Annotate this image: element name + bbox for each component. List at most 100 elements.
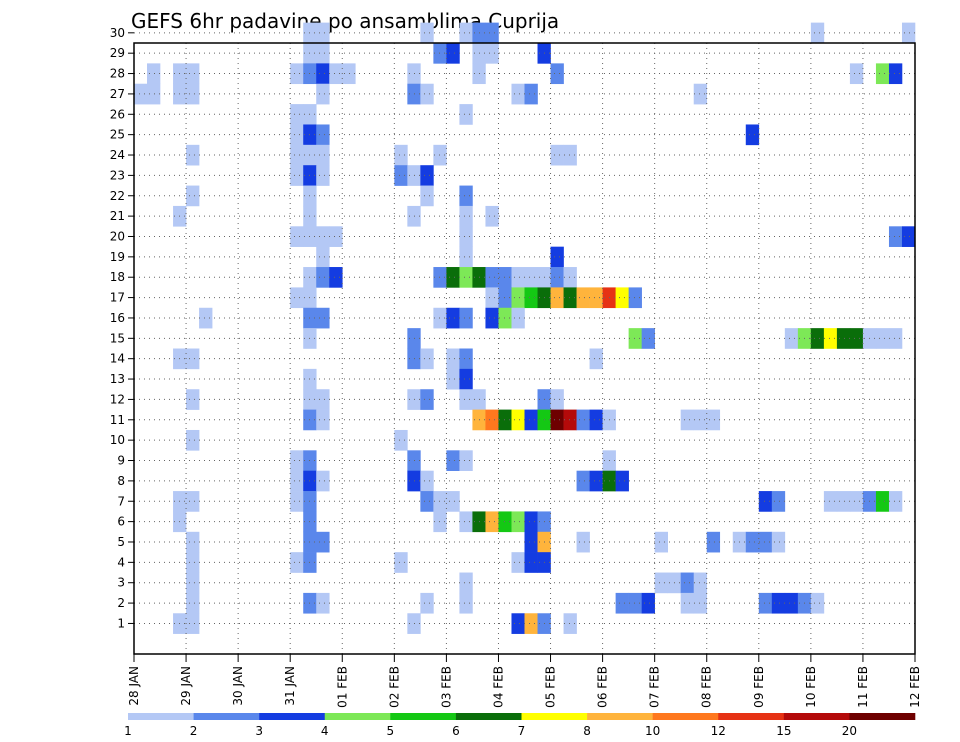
y-tick-label: 16: [110, 311, 125, 325]
heatmap-cell: [628, 592, 642, 614]
heatmap-cell: [316, 531, 330, 553]
heatmap-cell: [563, 409, 577, 431]
heatmap-cell: [511, 83, 525, 105]
y-tick-label: 13: [110, 372, 125, 386]
heatmap-cell: [485, 409, 499, 431]
heatmap-cell: [524, 511, 538, 533]
colorbar-swatch: [849, 713, 916, 720]
x-tick-label: 28 JAN: [127, 666, 141, 706]
heatmap-cell: [758, 491, 773, 512]
heatmap-cell: [394, 165, 408, 186]
x-tick-label: 07 FEB: [648, 666, 662, 708]
heatmap-cell: [888, 226, 903, 247]
colorbar-swatch: [128, 713, 194, 720]
heatmap-cell: [680, 592, 695, 614]
heatmap-cell: [329, 267, 343, 288]
heatmap-cell: [316, 144, 330, 166]
y-axis-ticks: 1234567891011121314151617181920212223242…: [110, 26, 134, 630]
heatmap-cell: [875, 63, 890, 85]
heatmap-cell: [420, 389, 434, 410]
heatmap-cell: [550, 389, 564, 410]
heatmap-cell: [459, 205, 473, 227]
y-tick-label: 22: [110, 189, 125, 203]
y-tick-label: 3: [117, 576, 125, 590]
heatmap-cell: [550, 409, 564, 431]
heatmap-cell: [875, 491, 890, 512]
heatmap-cell: [810, 328, 825, 349]
heatmap-cell: [433, 43, 447, 64]
heatmap-cell: [849, 328, 864, 349]
heatmap-cell: [771, 531, 786, 553]
heatmap-cell: [901, 22, 916, 44]
x-tick-label: 01 FEB: [335, 666, 349, 708]
heatmap-cell: [576, 531, 590, 553]
heatmap-cell: [589, 287, 603, 309]
heatmap-cell: [901, 226, 916, 247]
heatmap-cell: [693, 83, 708, 105]
x-tick-label: 08 FEB: [700, 666, 714, 708]
heatmap-cell: [186, 613, 200, 634]
colorbar-label: 2: [190, 724, 198, 738]
heatmap-cell: [563, 613, 577, 634]
heatmap-cell: [745, 124, 760, 146]
heatmap-cell: [628, 328, 642, 349]
heatmap-cell: [615, 592, 629, 614]
heatmap-cell: [394, 144, 408, 166]
x-tick-label: 30 JAN: [231, 666, 245, 706]
heatmap-cell: [186, 552, 200, 573]
heatmap-cell: [290, 450, 304, 471]
heatmap-cell: [589, 409, 603, 431]
heatmap-cell: [446, 348, 460, 370]
heatmap-cell: [459, 592, 473, 614]
heatmap-cell: [758, 531, 773, 553]
heatmap-cell: [680, 409, 695, 431]
heatmap-cell: [888, 63, 903, 85]
colorbar-label: 10: [645, 724, 660, 738]
heatmap-cell: [446, 491, 460, 512]
y-tick-label: 23: [110, 168, 125, 182]
heatmap-cell: [446, 450, 460, 471]
y-tick-label: 29: [110, 46, 125, 60]
heatmap-cell: [290, 287, 304, 309]
heatmap-cell: [849, 63, 864, 85]
heatmap-cell: [654, 572, 668, 594]
heatmap-cell: [290, 491, 304, 512]
y-tick-label: 28: [110, 67, 125, 81]
colorbar-label: 6: [452, 724, 460, 738]
y-tick-label: 11: [110, 413, 125, 427]
y-tick-label: 20: [110, 229, 125, 243]
y-tick-label: 26: [110, 107, 125, 121]
heatmap-cell: [186, 531, 200, 553]
x-tick-label: 10 FEB: [804, 666, 818, 708]
colorbar-label: 20: [842, 724, 857, 738]
heatmap-cell: [771, 491, 786, 512]
heatmap-cell: [576, 409, 590, 431]
x-tick-label: 03 FEB: [439, 666, 453, 708]
heatmap-cell: [316, 267, 330, 288]
heatmap-cell: [485, 307, 499, 329]
heatmap-cell: [693, 592, 708, 614]
heatmap-cell: [290, 104, 304, 125]
colorbar-swatch: [455, 713, 522, 720]
heatmap-cell: [420, 491, 434, 512]
y-tick-label: 30: [110, 26, 125, 40]
colorbar-label: 5: [387, 724, 395, 738]
y-tick-label: 10: [110, 433, 125, 447]
heatmap-cell: [199, 307, 213, 329]
heatmap-cell: [134, 83, 148, 105]
colorbar: 1 2 3 4 5 6 7 8 10 12 15 20: [124, 713, 916, 738]
heatmap-cell: [420, 165, 434, 186]
heatmap-cell: [316, 43, 330, 64]
heatmap-cell: [888, 328, 903, 349]
heatmap-cell: [459, 450, 473, 471]
heatmap-cell: [680, 572, 695, 594]
y-tick-label: 12: [110, 392, 125, 406]
y-tick-label: 9: [117, 454, 125, 468]
heatmap-cell: [420, 83, 434, 105]
heatmap-cell: [290, 124, 304, 146]
heatmap-cell: [316, 409, 330, 431]
x-axis-ticks: 28 JAN 29 JAN 30 JAN 31 JAN 01 FEB 02 FEB 03 F…: [127, 654, 922, 708]
heatmap-cell: [433, 267, 447, 288]
heatmap-cell: [316, 165, 330, 186]
